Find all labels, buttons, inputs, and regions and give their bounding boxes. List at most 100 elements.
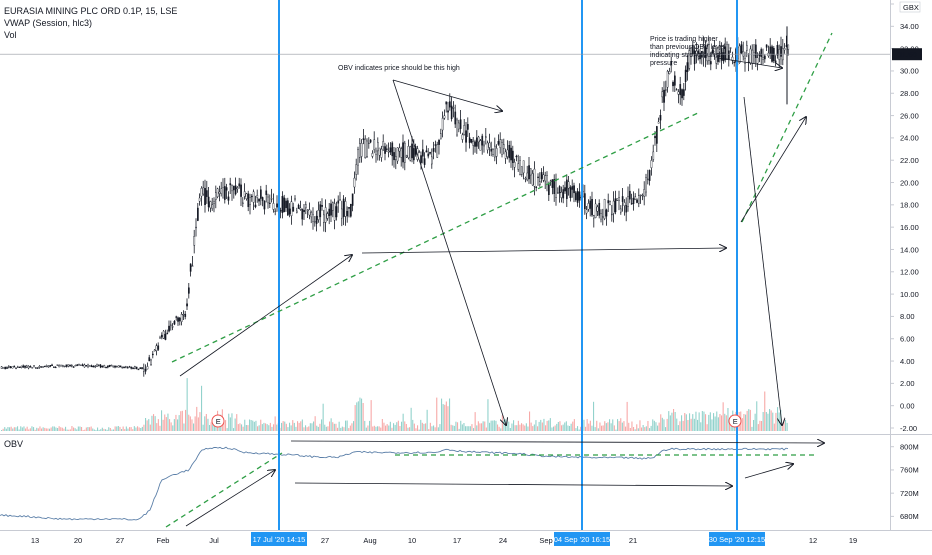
candle-body <box>238 183 241 187</box>
volume-bar <box>167 413 169 431</box>
volume-bar <box>122 426 124 431</box>
volume-bar <box>255 420 257 431</box>
candle-body <box>382 141 385 147</box>
candle-body <box>142 368 145 372</box>
volume-bar <box>604 421 606 431</box>
candle-body <box>139 367 142 369</box>
candle-body <box>117 365 120 368</box>
candle-body <box>27 365 30 369</box>
volume-bar <box>524 425 526 431</box>
volume-bar <box>183 423 185 431</box>
candle-body <box>710 61 712 65</box>
candle-body <box>182 314 185 316</box>
price-note-line: than previous OBV level <box>650 44 726 51</box>
candle-body <box>492 148 494 155</box>
volume-bar <box>649 428 651 431</box>
volume-bar <box>257 426 259 431</box>
candle-body <box>232 185 235 191</box>
volume-bar <box>717 417 719 431</box>
candle-body <box>620 208 622 213</box>
candle-body <box>764 55 766 60</box>
volume-bar <box>316 425 318 431</box>
candle-body <box>648 170 651 181</box>
candle-body <box>512 150 514 163</box>
volume-bar <box>727 408 729 431</box>
candle-body <box>214 192 217 200</box>
volume-bar <box>20 426 22 431</box>
earnings-marker-label: E <box>216 417 221 426</box>
volume-bar <box>261 424 263 431</box>
volume-bar <box>463 423 465 431</box>
volume-bar <box>364 420 366 431</box>
volume-bar <box>415 428 417 431</box>
candle-body <box>683 89 685 96</box>
candle-body <box>112 365 115 368</box>
candle-body <box>213 201 215 204</box>
candle-body <box>287 200 289 216</box>
arrow-note-volume <box>743 96 782 425</box>
volume-bar <box>418 429 420 431</box>
volume-bar <box>63 428 65 431</box>
price-tick-label: 8.00 <box>900 312 915 321</box>
candle-body <box>497 141 500 145</box>
volume-bar <box>586 419 588 431</box>
volume-bar <box>786 422 788 431</box>
price-tick-label: 28.00 <box>900 89 919 98</box>
candle-body <box>62 365 64 368</box>
volume-bar <box>354 405 356 431</box>
volume-bar <box>82 430 84 431</box>
volume-bar <box>394 424 396 431</box>
time-badge <box>251 532 307 546</box>
volume-bar <box>452 425 454 431</box>
candle-body <box>647 178 649 181</box>
candle-body <box>476 137 478 147</box>
candle-body <box>123 366 125 369</box>
volume-bar <box>189 416 191 431</box>
candle-body <box>454 111 457 125</box>
candle-body <box>758 53 761 57</box>
price-tick-label: 18.00 <box>900 201 919 210</box>
candle-body <box>153 349 156 352</box>
price-pane[interactable] <box>0 0 890 434</box>
volume-bar <box>61 427 63 431</box>
candle-body <box>350 203 352 217</box>
candle-body <box>598 202 601 216</box>
candle-body <box>690 54 692 57</box>
volume-bar <box>301 419 303 431</box>
volume-bar <box>164 414 166 431</box>
volume-bar <box>325 426 327 431</box>
candle-body <box>276 203 278 208</box>
candle-body <box>591 198 593 216</box>
volume-bar <box>77 426 79 431</box>
candle-body <box>326 213 329 219</box>
volume-bar <box>578 429 580 431</box>
volume-bar <box>714 416 716 431</box>
volume-bar <box>482 421 484 431</box>
volume-bar <box>268 425 270 431</box>
candle-body <box>247 193 250 207</box>
candle-body <box>355 164 358 175</box>
candle-body <box>26 365 28 368</box>
candle-body <box>380 148 383 158</box>
candle-body <box>654 136 656 139</box>
arrow-obv-top <box>290 441 824 443</box>
volume-bar <box>769 409 771 431</box>
candle-body <box>405 155 408 158</box>
volume-bar <box>249 419 251 431</box>
candle-body <box>368 142 370 145</box>
volume-bar <box>58 426 60 431</box>
volume-bar <box>76 429 78 431</box>
volume-bar <box>223 421 225 431</box>
volume-bar <box>709 412 711 431</box>
volume-bar <box>474 412 476 431</box>
candle-body <box>146 366 149 370</box>
candle-body <box>632 197 635 204</box>
candle-body <box>308 209 311 216</box>
candle-body <box>508 144 511 159</box>
candle-body <box>618 196 620 201</box>
volume-bar <box>5 428 7 431</box>
arrow-obv-breakout <box>744 464 793 479</box>
candle-body <box>301 209 304 220</box>
volume-bar <box>146 420 148 431</box>
